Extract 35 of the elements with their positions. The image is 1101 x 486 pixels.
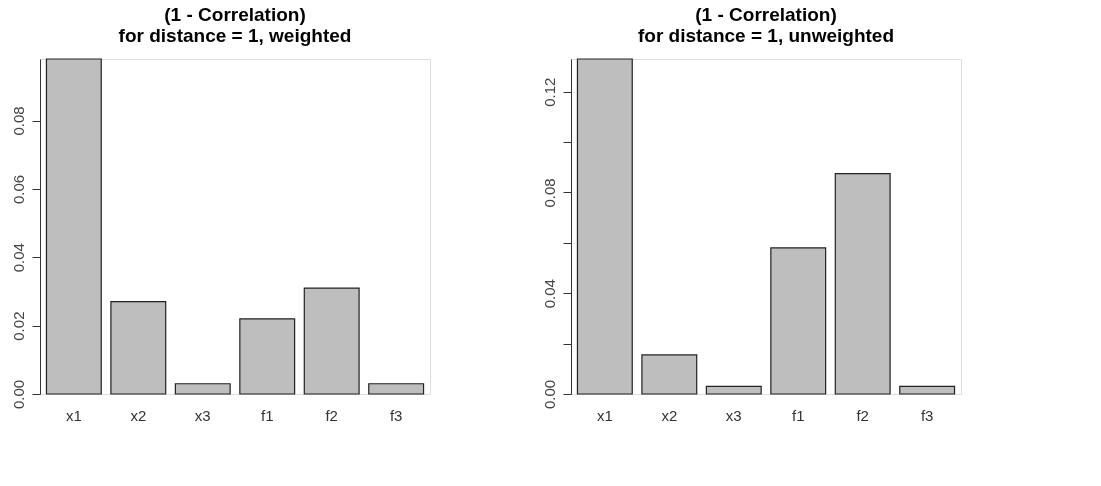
chart-title: (1 - Correlation) for distance = 1, weighted [118,4,352,47]
y-tick-label: 0.08 [9,106,27,136]
bar [303,287,360,395]
x-tick-label: f3 [920,406,934,424]
chart-title: (1 - Correlation) for distance = 1, unweighted [637,4,895,47]
x-tick-label: x1 [65,406,82,424]
bar [368,383,425,395]
bar [899,385,956,395]
y-tick-label: 0.04 [9,243,27,273]
y-tick-label: 0.12 [540,77,558,107]
bar [705,385,762,395]
x-tick-label: f2 [856,406,869,424]
bar [110,301,167,395]
x-tick-label: f1 [791,406,805,424]
bar [641,354,698,395]
bar [45,58,102,395]
y-tick-label: 0.02 [9,311,27,341]
y-tick-label: 0.04 [540,279,558,309]
x-tick-label: x2 [130,406,147,424]
bar [770,247,827,395]
y-tick-label: 0.08 [540,178,558,208]
x-tick-label: f3 [389,406,403,424]
bar [834,173,891,395]
bar [576,58,633,395]
bar [239,318,296,395]
y-tick-label: 0.06 [9,174,27,204]
x-tick-label: x1 [596,406,613,424]
x-tick-label: x3 [725,406,742,424]
x-tick-label: x3 [194,406,211,424]
y-tick-label: 0.00 [9,379,27,410]
x-tick-label: f1 [260,406,274,424]
y-tick-label: 0.00 [540,379,558,410]
x-tick-label: f2 [325,406,338,424]
bar [174,383,231,395]
x-tick-label: x2 [661,406,678,424]
